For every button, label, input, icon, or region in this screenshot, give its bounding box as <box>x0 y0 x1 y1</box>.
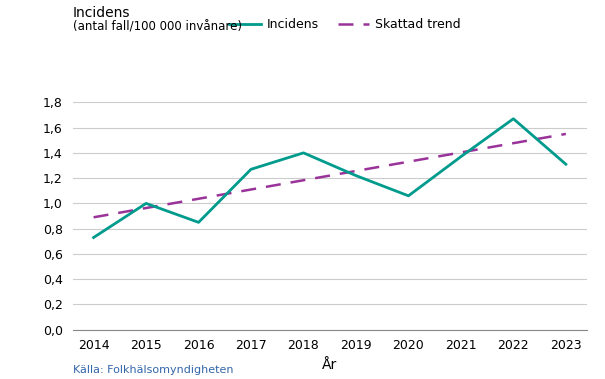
Text: (antal fall/100 000 invånare): (antal fall/100 000 invånare) <box>73 21 241 34</box>
X-axis label: År: År <box>322 358 338 372</box>
Text: Källa: Folkhälsomyndigheten: Källa: Folkhälsomyndigheten <box>73 365 233 375</box>
Legend: Incidens, Skattad trend: Incidens, Skattad trend <box>224 13 466 36</box>
Text: Incidens: Incidens <box>73 6 130 20</box>
